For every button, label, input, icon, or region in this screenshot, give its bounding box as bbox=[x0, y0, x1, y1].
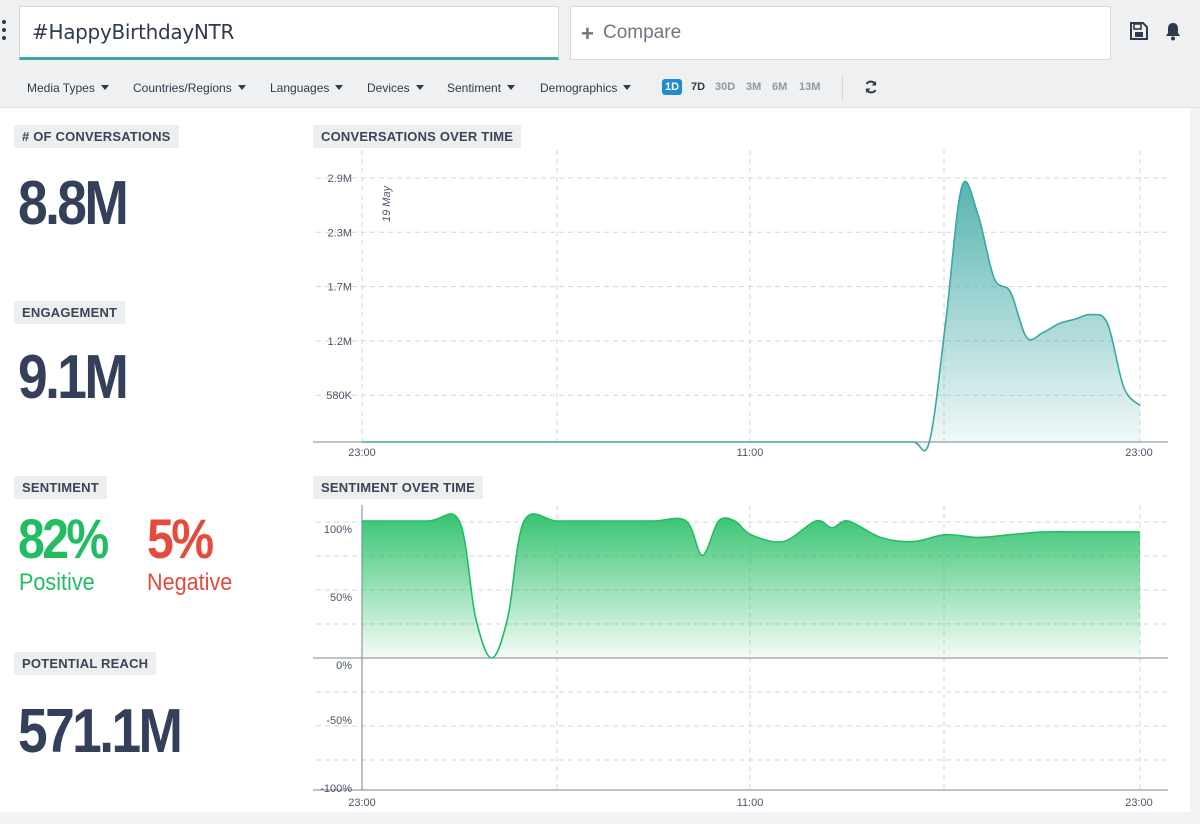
compare-label: Compare bbox=[603, 22, 682, 43]
compare-button[interactable]: + Compare bbox=[570, 6, 1111, 60]
positive-percent: 82% bbox=[18, 507, 109, 570]
range-30d[interactable]: 30D bbox=[715, 81, 736, 93]
divider bbox=[842, 76, 843, 100]
range-3m[interactable]: 3M bbox=[746, 81, 762, 93]
caret-down-icon bbox=[100, 85, 109, 90]
save-icon[interactable] bbox=[1130, 22, 1148, 40]
conversations-value: 8.8M bbox=[18, 169, 129, 238]
range-7d[interactable]: 7D bbox=[691, 81, 706, 93]
conversations-chart-title: CONVERSATIONS OVER TIME bbox=[313, 125, 522, 148]
filter-label: Media Types bbox=[27, 81, 95, 95]
caret-down-icon bbox=[623, 85, 632, 90]
engagement-label: ENGAGEMENT bbox=[14, 301, 126, 324]
media-types-filter[interactable]: Media Types bbox=[27, 81, 109, 95]
range-1d[interactable]: 1D bbox=[662, 79, 683, 95]
caret-down-icon bbox=[335, 85, 344, 90]
sentiment-chart-title: SENTIMENT OVER TIME bbox=[313, 476, 484, 499]
filter-label: Languages bbox=[270, 81, 330, 95]
refresh-icon[interactable] bbox=[864, 80, 878, 94]
negative-label: Negative bbox=[147, 569, 233, 596]
range-13m[interactable]: 13M bbox=[799, 81, 821, 93]
caret-down-icon bbox=[507, 85, 516, 90]
filter-bar: Media Types Countries/Regions Languages … bbox=[0, 66, 1200, 108]
search-query: #HappyBirthdayNTR bbox=[32, 20, 235, 44]
caret-down-icon bbox=[415, 85, 424, 90]
search-input[interactable]: #HappyBirthdayNTR bbox=[19, 6, 559, 60]
devices-filter[interactable]: Devices bbox=[367, 81, 424, 95]
sentiment-label: SENTIMENT bbox=[14, 476, 107, 499]
demographics-filter[interactable]: Demographics bbox=[540, 81, 632, 95]
languages-filter[interactable]: Languages bbox=[270, 81, 344, 95]
filter-label: Demographics bbox=[540, 81, 618, 95]
plus-icon: + bbox=[581, 21, 594, 46]
reach-value: 571.1M bbox=[18, 697, 183, 766]
filter-label: Sentiment bbox=[447, 81, 502, 95]
bell-icon[interactable] bbox=[1163, 21, 1183, 41]
conversations-label: # OF CONVERSATIONS bbox=[14, 125, 179, 148]
countries-filter[interactable]: Countries/Regions bbox=[133, 81, 246, 95]
filter-label: Countries/Regions bbox=[133, 81, 232, 95]
top-bar: #HappyBirthdayNTR + Compare bbox=[0, 0, 1200, 66]
negative-percent: 5% bbox=[147, 507, 214, 570]
filter-label: Devices bbox=[367, 81, 410, 95]
positive-label: Positive bbox=[19, 569, 95, 596]
engagement-value: 9.1M bbox=[18, 343, 129, 412]
range-6m[interactable]: 6M bbox=[772, 81, 788, 93]
more-menu-icon[interactable] bbox=[2, 20, 10, 44]
reach-label: POTENTIAL REACH bbox=[14, 652, 157, 675]
sentiment-filter[interactable]: Sentiment bbox=[447, 81, 516, 95]
caret-down-icon bbox=[237, 85, 246, 90]
